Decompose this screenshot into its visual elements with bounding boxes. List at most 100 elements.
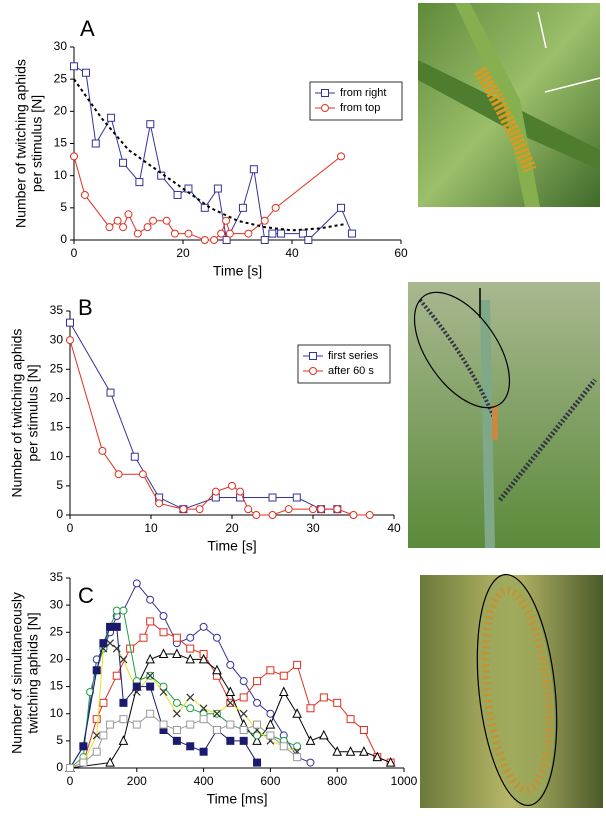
marker <box>217 229 226 238</box>
marker <box>238 203 247 212</box>
series-line <box>69 626 258 769</box>
marker <box>172 726 181 734</box>
legend-marker <box>309 352 317 360</box>
marker <box>158 648 169 658</box>
series-line <box>69 610 298 769</box>
marker <box>66 318 74 327</box>
marker <box>252 511 261 519</box>
marker <box>146 682 155 691</box>
photo-c <box>420 573 603 808</box>
marker <box>359 746 369 756</box>
marker <box>213 184 222 193</box>
marker <box>253 720 262 729</box>
photo-a <box>418 3 601 207</box>
marker <box>133 229 142 238</box>
marker <box>279 742 288 751</box>
chart: 0 5 10 15 20 25 30 0 20 40 60 Time [s] Number of twi… <box>13 16 408 279</box>
marker <box>98 446 107 455</box>
marker <box>139 633 148 642</box>
panel-label: A <box>80 16 95 41</box>
marker <box>172 633 181 642</box>
y-tick-label: 35 <box>50 303 64 317</box>
marker <box>173 190 182 199</box>
marker <box>92 715 101 724</box>
y-tick-label: 5 <box>56 733 63 747</box>
marker <box>199 622 208 631</box>
y-axis-title: twitching aphids [N] <box>25 612 41 733</box>
marker <box>119 606 128 615</box>
marker <box>266 666 275 675</box>
y-tick-label: 5 <box>56 478 63 492</box>
marker <box>186 633 195 642</box>
marker <box>107 113 116 122</box>
marker <box>349 511 358 519</box>
marker <box>119 715 128 724</box>
y-tick-label: 20 <box>50 652 64 666</box>
panel-label: B <box>78 295 93 320</box>
marker <box>146 595 155 604</box>
marker <box>66 336 74 345</box>
marker <box>146 617 155 626</box>
x-tick-label: 20 <box>176 246 190 260</box>
marker <box>253 698 262 707</box>
legend-box <box>309 81 403 121</box>
marker <box>332 746 343 756</box>
marker <box>271 203 280 212</box>
marker <box>155 499 164 508</box>
chart: 0 5 10 15 20 25 30 35 0 200 400 600 800 1000 Time [ms]… <box>9 570 418 807</box>
marker <box>162 216 171 225</box>
marker <box>179 505 188 514</box>
marker <box>345 746 356 756</box>
marker <box>70 152 78 161</box>
marker <box>132 682 141 691</box>
marker <box>124 210 133 219</box>
chart: 0 5 10 15 20 25 30 35 0 10 20 30 40 Time [s] Number of… <box>9 295 401 554</box>
marker <box>80 190 89 199</box>
legend-box <box>297 344 391 384</box>
marker <box>119 655 128 664</box>
marker <box>146 671 155 680</box>
marker <box>146 709 155 718</box>
x-tick-label: 200 <box>127 774 147 788</box>
marker <box>268 511 277 519</box>
marker <box>172 698 181 707</box>
panel-label: C <box>78 583 94 608</box>
x-tick-label: 400 <box>194 774 214 788</box>
marker <box>135 178 144 187</box>
x-tick-label: 30 <box>306 521 320 535</box>
marker <box>268 493 277 502</box>
marker <box>277 229 286 238</box>
y-axis-title: Number of twitching aphids <box>13 59 29 228</box>
marker <box>105 223 114 232</box>
marker <box>278 686 289 696</box>
marker <box>266 709 275 718</box>
series-line <box>73 155 342 241</box>
marker <box>222 236 231 244</box>
marker <box>172 709 181 718</box>
marker <box>81 68 90 77</box>
photo-b <box>408 282 600 548</box>
marker <box>309 505 317 514</box>
marker <box>132 579 141 588</box>
marker <box>149 216 158 225</box>
y-tick-label: 10 <box>54 168 68 182</box>
marker <box>253 758 262 767</box>
x-tick-label: 600 <box>260 774 280 788</box>
marker <box>138 470 147 479</box>
y-tick-label: 0 <box>60 232 67 246</box>
y-tick-label: 30 <box>50 332 64 346</box>
marker <box>333 505 342 514</box>
marker <box>265 718 276 729</box>
marker <box>226 698 235 707</box>
marker <box>200 203 209 212</box>
legend-label: from top <box>340 102 380 114</box>
marker <box>212 633 221 642</box>
legend-label: first series <box>328 350 379 362</box>
marker <box>199 747 208 756</box>
x-tick-label: 60 <box>394 246 408 260</box>
marker <box>284 505 293 514</box>
marker <box>372 751 383 762</box>
marker <box>225 686 236 696</box>
marker <box>132 720 141 729</box>
series-line <box>73 65 353 242</box>
